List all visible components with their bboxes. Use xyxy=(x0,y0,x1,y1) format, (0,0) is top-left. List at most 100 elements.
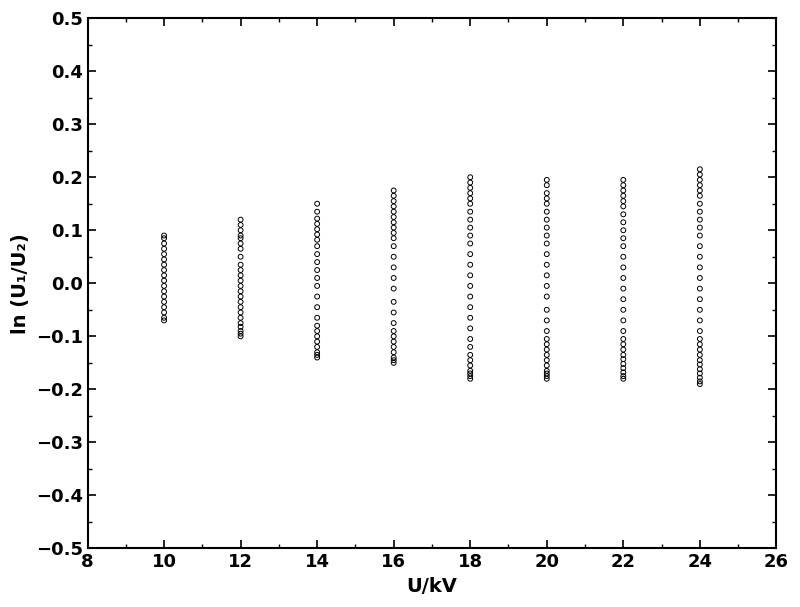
Point xyxy=(387,283,400,293)
Point xyxy=(617,217,630,227)
Point xyxy=(540,199,553,209)
Point xyxy=(464,355,477,365)
Point xyxy=(310,235,323,245)
Point xyxy=(310,321,323,331)
Point xyxy=(234,329,247,339)
Point xyxy=(540,339,553,349)
Point xyxy=(310,214,323,223)
Point xyxy=(694,215,706,225)
Point xyxy=(234,297,247,307)
Point xyxy=(158,313,170,323)
Point xyxy=(464,249,477,259)
Point xyxy=(694,262,706,272)
Point xyxy=(234,308,247,317)
Point xyxy=(694,180,706,190)
Point xyxy=(158,281,170,291)
X-axis label: U/kV: U/kV xyxy=(406,577,458,596)
Point xyxy=(694,373,706,382)
Point xyxy=(617,209,630,219)
Point xyxy=(310,207,323,217)
Point xyxy=(310,331,323,341)
Point xyxy=(540,175,553,185)
Point xyxy=(694,164,706,174)
Point xyxy=(694,294,706,304)
Point xyxy=(387,217,400,227)
Point xyxy=(694,379,706,389)
Point xyxy=(310,353,323,362)
Point xyxy=(158,239,170,248)
Point xyxy=(694,345,706,354)
Point xyxy=(158,302,170,312)
Point xyxy=(540,223,553,232)
Point xyxy=(617,242,630,251)
Point xyxy=(234,244,247,254)
Point xyxy=(540,345,553,354)
Point xyxy=(617,252,630,262)
Point xyxy=(617,350,630,360)
Point xyxy=(464,199,477,209)
Point xyxy=(158,249,170,259)
Point xyxy=(694,368,706,378)
Point xyxy=(234,271,247,280)
Point xyxy=(694,231,706,240)
Point xyxy=(387,196,400,206)
Point xyxy=(540,281,553,291)
Point xyxy=(694,339,706,349)
Point xyxy=(540,355,553,365)
Point xyxy=(617,334,630,344)
Point xyxy=(617,305,630,314)
Point xyxy=(617,345,630,354)
Point xyxy=(158,254,170,264)
Point xyxy=(617,316,630,325)
Point xyxy=(540,260,553,270)
Point xyxy=(234,231,247,240)
Point xyxy=(158,244,170,254)
Point xyxy=(694,326,706,336)
Point xyxy=(234,331,247,341)
Point xyxy=(617,196,630,206)
Point xyxy=(540,207,553,217)
Point xyxy=(310,273,323,283)
Point xyxy=(387,202,400,211)
Point xyxy=(540,231,553,240)
Point xyxy=(694,334,706,344)
Point xyxy=(694,252,706,262)
Point xyxy=(617,294,630,304)
Point xyxy=(387,297,400,307)
Point xyxy=(540,368,553,378)
Point xyxy=(540,366,553,376)
Point xyxy=(617,273,630,283)
Point xyxy=(694,283,706,293)
Point xyxy=(310,219,323,229)
Point xyxy=(694,186,706,195)
Point xyxy=(234,302,247,312)
Point xyxy=(464,215,477,225)
Point xyxy=(540,350,553,360)
Point xyxy=(694,359,706,369)
Point xyxy=(694,175,706,185)
Point xyxy=(464,334,477,344)
Point xyxy=(234,287,247,296)
Point xyxy=(464,207,477,217)
Point xyxy=(387,358,400,368)
Point xyxy=(310,257,323,267)
Point xyxy=(694,223,706,232)
Point xyxy=(234,326,247,336)
Point xyxy=(387,207,400,217)
Point xyxy=(158,233,170,243)
Point xyxy=(464,342,477,352)
Point xyxy=(387,326,400,336)
Point xyxy=(617,202,630,211)
Point xyxy=(464,368,477,378)
Point xyxy=(540,374,553,384)
Point xyxy=(234,252,247,262)
Point xyxy=(540,180,553,190)
Point xyxy=(310,326,323,336)
Point xyxy=(310,225,323,234)
Point xyxy=(387,353,400,362)
Point xyxy=(694,305,706,314)
Point xyxy=(464,260,477,270)
Point xyxy=(694,316,706,325)
Point xyxy=(464,231,477,240)
Point xyxy=(694,364,706,374)
